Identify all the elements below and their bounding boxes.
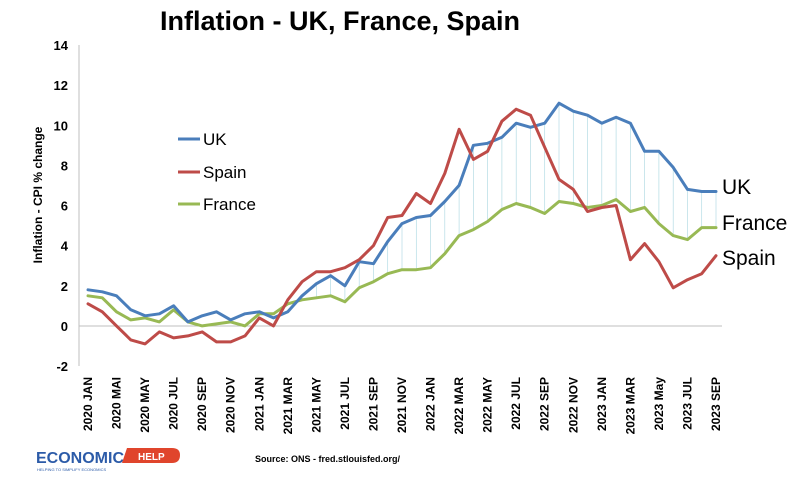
y-tick-label: 6 [61,199,68,214]
legend-uk-label: UK [203,130,227,149]
x-tick-label: 2022 JAN [424,377,438,431]
end-label-spain: Spain [722,247,776,270]
x-tick-label: 2021 JUL [338,377,352,430]
x-tick-label: 2021 NOV [395,377,409,433]
legend: UK Spain France [178,130,256,214]
series-line-france [86,198,718,328]
y-tick-label: 0 [61,319,68,334]
source-note: Source: ONS - fred.stlouisfed.org/ [255,454,401,464]
economics-help-logo: ECONOMICS HELP HELPING TO SIMPLIFY ECONO… [36,448,180,472]
x-tick-label: 2020 JAN [81,377,95,431]
y-tick-label: 14 [54,38,69,53]
x-tick-label: 2020 NOV [224,377,238,433]
end-label-france: France [722,212,787,235]
chart-title: Inflation - UK, France, Spain [160,6,520,36]
drop-lines [301,103,717,302]
logo-word: ECONOMICS [36,450,135,467]
y-tick-label: 4 [61,239,69,254]
logo-badge-text: HELP [138,452,165,463]
logo-badge-shape [122,448,180,463]
x-tick-label: 2023 SEP [709,377,723,431]
x-tick-label: 2022 SEP [538,377,552,431]
series-lines [86,101,718,346]
logo-tagline: HELPING TO SIMPLIFY ECONOMICS [37,467,106,472]
y-tick-labels: -2 0 2 4 6 8 10 12 14 [54,38,69,374]
x-tick-label: 2023 May [652,377,666,431]
series-line-uk [86,101,718,324]
x-tick-label: 2023 JUL [680,377,694,430]
x-tick-label: 2022 MAR [452,377,466,435]
y-tick-label: 12 [54,78,68,93]
x-tick-label: 2023 JAN [595,377,609,431]
x-tick-label: 2021 MAR [281,377,295,435]
x-tick-label: 2020 JUL [167,377,181,430]
y-tick-label: 8 [61,158,68,173]
legend-france-label: France [203,195,256,214]
x-tick-label: 2020 SEP [195,377,209,431]
y-tick-label: 2 [61,279,68,294]
x-tick-label: 2022 MAY [481,377,495,433]
end-label-uk: UK [722,176,751,199]
y-tick-label: -2 [56,359,68,374]
x-tick-label: 2023 MAR [623,377,637,435]
legend-spain-label: Spain [203,163,246,182]
x-tick-label: 2022 JUL [509,377,523,430]
x-tick-label: 2020 MAY [138,377,152,433]
x-tick-label: 2022 NOV [566,377,580,433]
series-line-spain [86,107,718,346]
x-tick-label: 2021 JAN [252,377,266,431]
y-axis-label: Inflation - CPI % change [31,126,45,263]
x-tick-labels: 2020 JAN 2020 MAI 2020 MAY 2020 JUL 2020 SEP… [81,377,723,435]
x-tick-label: 2021 SEP [366,377,380,431]
x-tick-label: 2020 MAI [110,377,124,429]
y-tick-label: 10 [54,118,68,133]
x-tick-label: 2021 MAY [309,377,323,433]
